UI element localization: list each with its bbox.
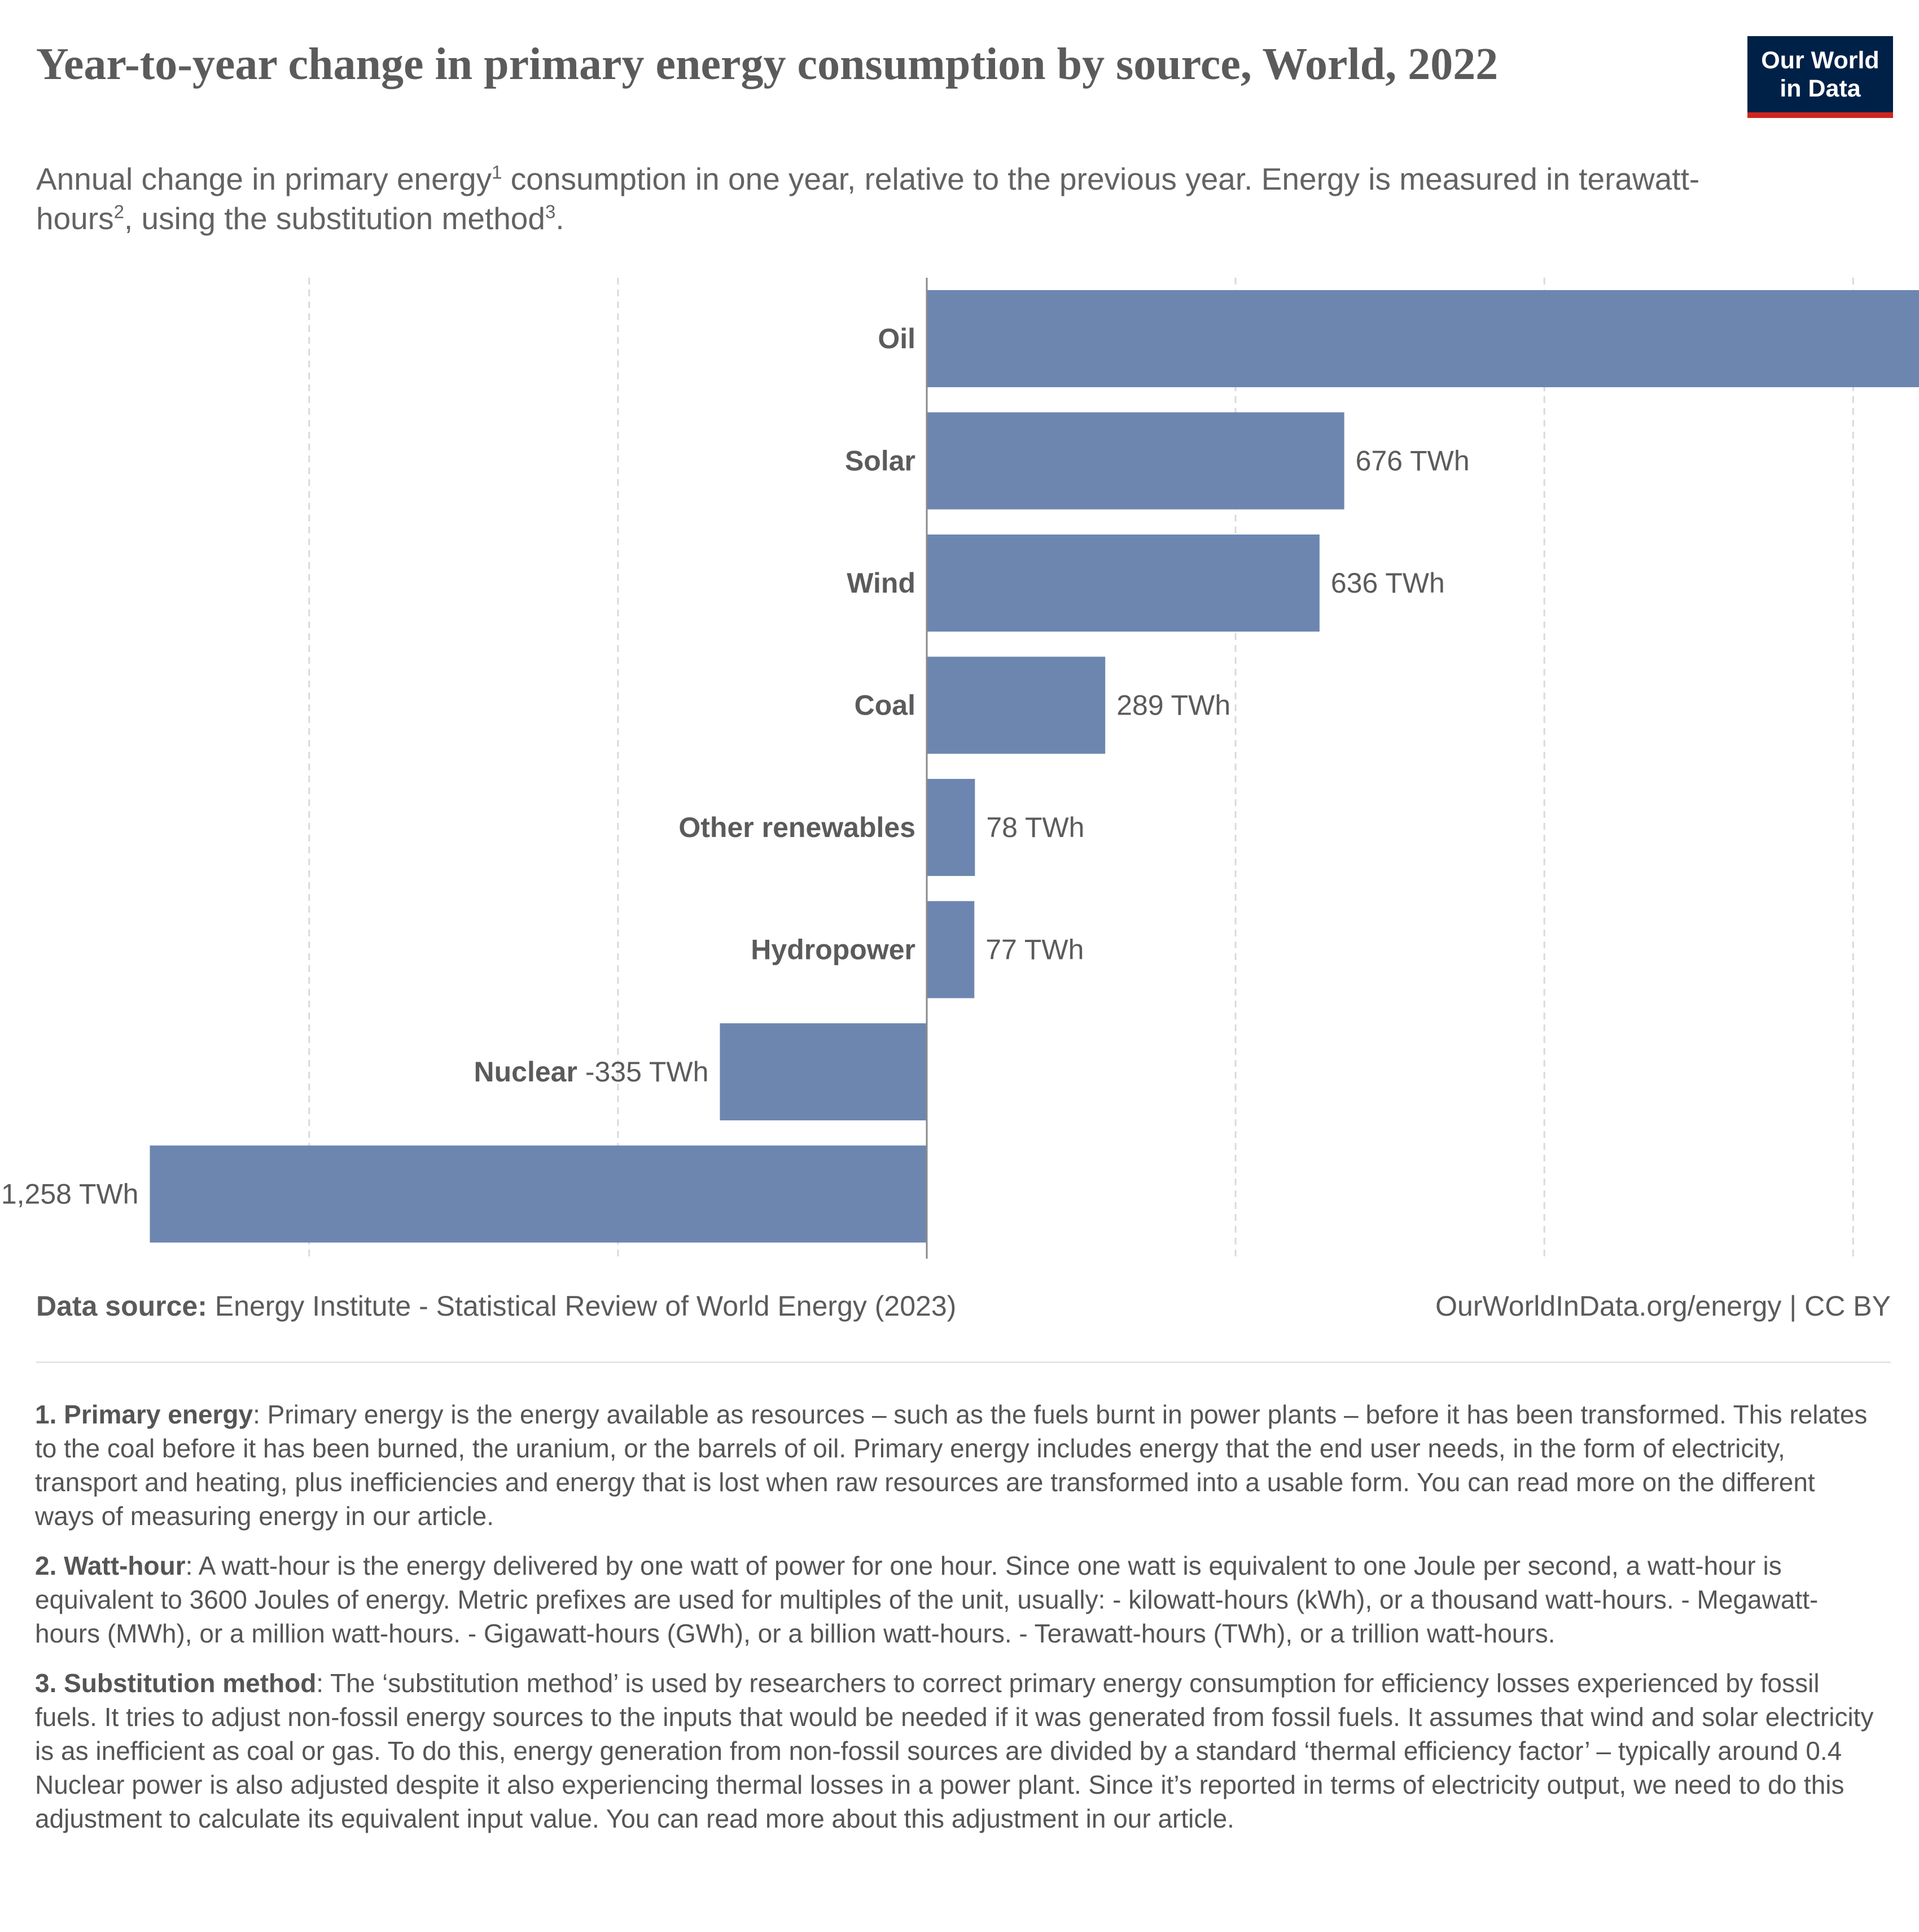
value-label: -335 TWh xyxy=(585,1056,709,1088)
subtitle-text-1: Annual change in primary energy xyxy=(36,161,492,196)
subtitle-text-3: , using the substitution method xyxy=(124,201,545,236)
subtitle-text-2: consumption in one year, relative to the… xyxy=(36,161,1700,236)
footnote-2-label: 2. Watt-hour xyxy=(35,1551,186,1580)
category-value-label: Gas -1,258 TWh xyxy=(0,1179,138,1210)
footnote-1-label: 1. Primary energy xyxy=(35,1400,253,1429)
footnote-3-label: 3. Substitution method xyxy=(35,1668,317,1698)
category-label: Solar xyxy=(845,445,915,477)
value-label: 289 TWh xyxy=(1116,690,1230,721)
footnote-2: 2. Watt-hour: A watt-hour is the energy … xyxy=(35,1549,1875,1650)
chart-footer: Data source: Energy Institute - Statisti… xyxy=(36,1288,1891,1324)
category-label: Wind xyxy=(847,567,915,599)
value-label: 636 TWh xyxy=(1331,567,1445,599)
value-label: 78 TWh xyxy=(986,812,1084,843)
data-source-text[interactable]: Energy Institute - Statistical Review of… xyxy=(207,1290,957,1322)
category-label: Oil xyxy=(878,323,915,354)
bar-coal xyxy=(927,656,1106,754)
bar-oil xyxy=(927,290,1919,387)
footnote-2-text: : A watt-hour is the energy delivered by… xyxy=(35,1551,1819,1648)
footnote-ref-3[interactable]: 3 xyxy=(545,201,556,222)
footnote-3-text: : The ‘substitution method’ is used by r… xyxy=(35,1668,1874,1833)
bar-other-renewables xyxy=(927,779,975,876)
bar-gas xyxy=(150,1145,927,1243)
source-url-link[interactable]: OurWorldInData.org/energy | CC BY xyxy=(1435,1290,1891,1322)
owid-logo[interactable]: Our World in Data xyxy=(1747,36,1893,118)
category-label: Nuclear xyxy=(474,1056,585,1088)
footnote-1-text: : Primary energy is the energy available… xyxy=(35,1400,1868,1531)
footnote-ref-1[interactable]: 1 xyxy=(492,161,502,183)
bar-wind xyxy=(927,535,1320,632)
footnote-3: 3. Substitution method: The ‘substitutio… xyxy=(35,1666,1875,1835)
category-value-label: Nuclear -335 TWh xyxy=(474,1056,709,1088)
bar-hydropower xyxy=(927,901,975,998)
data-source: Data source: Energy Institute - Statisti… xyxy=(36,1290,956,1322)
value-label: 676 TWh xyxy=(1356,445,1470,477)
category-label: Hydropower xyxy=(751,934,915,966)
category-label: Other renewables xyxy=(678,812,915,843)
value-label: -1,258 TWh xyxy=(0,1179,138,1210)
bar-solar xyxy=(927,412,1344,510)
value-label: 77 TWh xyxy=(985,934,1084,966)
footer-divider xyxy=(36,1361,1891,1363)
footnote-1: 1. Primary energy: Primary energy is the… xyxy=(35,1397,1875,1533)
data-source-label: Data source: xyxy=(36,1290,207,1322)
bar-nuclear xyxy=(720,1023,927,1120)
logo-line-1: Our World xyxy=(1761,47,1879,74)
footnotes: 1. Primary energy: Primary energy is the… xyxy=(35,1397,1875,1851)
chart-title: Year-to-year change in primary energy co… xyxy=(36,40,1499,89)
subtitle-text-4: . xyxy=(555,201,564,236)
logo-line-2: in Data xyxy=(1780,75,1861,102)
category-label: Coal xyxy=(855,690,915,721)
chart-subtitle: Annual change in primary energy1 consump… xyxy=(36,159,1707,238)
footnote-ref-2[interactable]: 2 xyxy=(113,201,124,222)
